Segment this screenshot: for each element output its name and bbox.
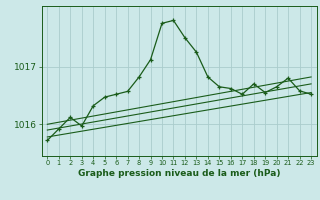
X-axis label: Graphe pression niveau de la mer (hPa): Graphe pression niveau de la mer (hPa) <box>78 169 280 178</box>
